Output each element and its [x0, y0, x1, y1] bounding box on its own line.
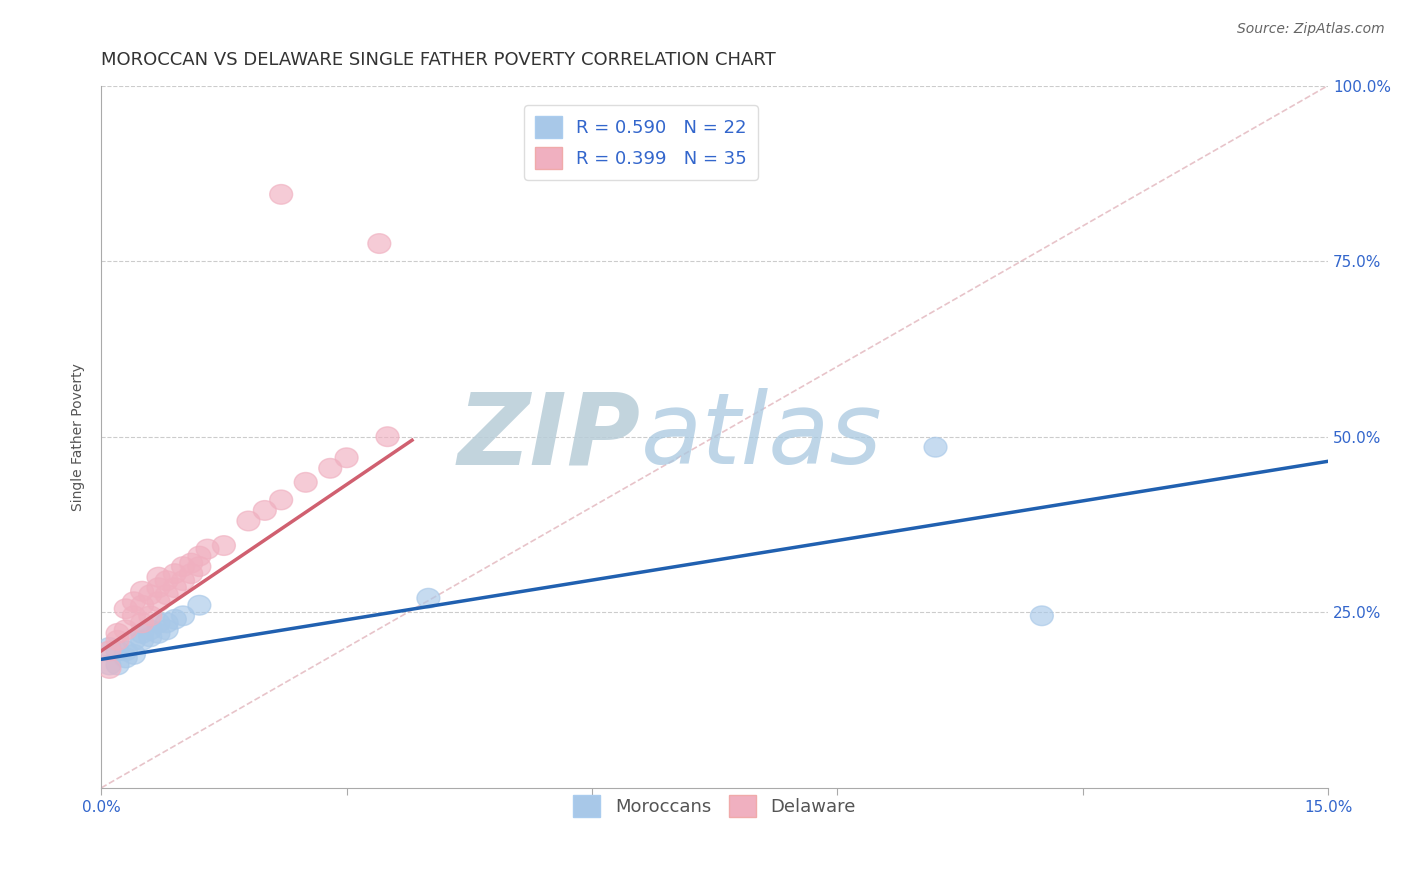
Y-axis label: Single Father Poverty: Single Father Poverty: [72, 363, 86, 510]
Legend: Moroccans, Delaware: Moroccans, Delaware: [567, 788, 863, 824]
Text: ZIP: ZIP: [458, 388, 641, 485]
Text: MOROCCAN VS DELAWARE SINGLE FATHER POVERTY CORRELATION CHART: MOROCCAN VS DELAWARE SINGLE FATHER POVER…: [101, 51, 776, 69]
Text: atlas: atlas: [641, 388, 883, 485]
Text: Source: ZipAtlas.com: Source: ZipAtlas.com: [1237, 22, 1385, 37]
